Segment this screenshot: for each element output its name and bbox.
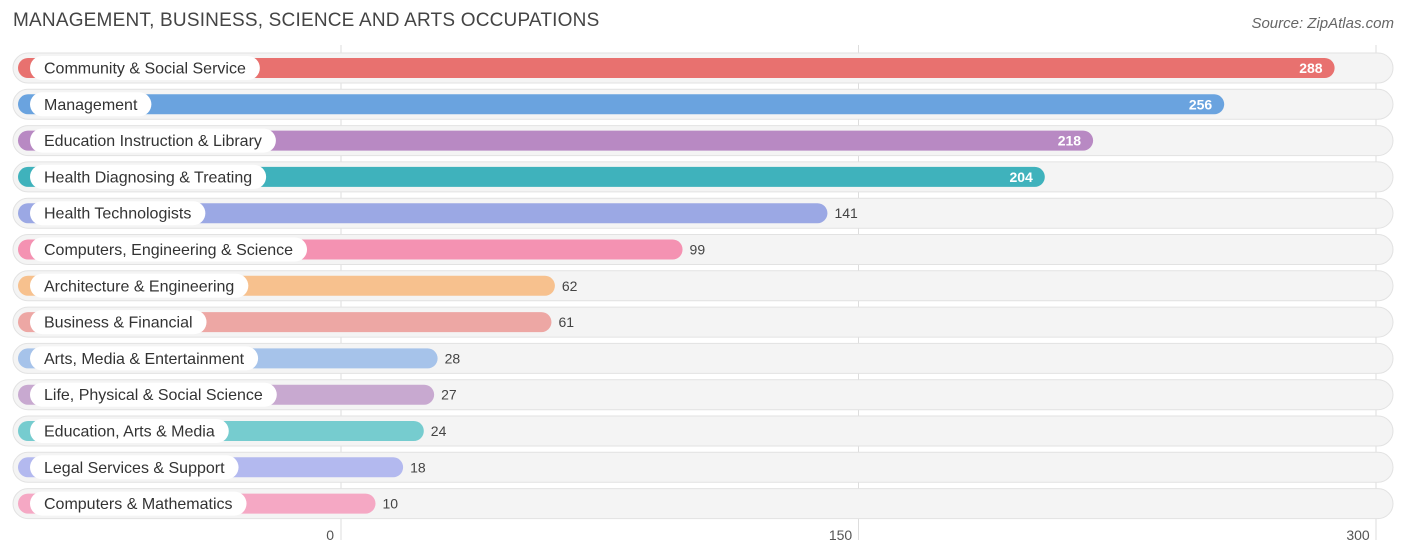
bar-label-pill bbox=[30, 382, 277, 407]
bar-label: Business & Financial bbox=[44, 315, 193, 332]
bar-value: 10 bbox=[383, 496, 399, 512]
x-tick-label: 300 bbox=[1346, 527, 1370, 543]
bar-label-pill bbox=[30, 491, 247, 516]
bar-value: 204 bbox=[1009, 169, 1033, 185]
bar-value: 18 bbox=[410, 459, 426, 475]
bar-value: 288 bbox=[1299, 60, 1323, 76]
bar-label: Computers & Mathematics bbox=[44, 496, 233, 513]
bar-label: Arts, Media & Entertainment bbox=[44, 351, 245, 368]
bar-label-pill bbox=[30, 310, 207, 335]
bar-label: Life, Physical & Social Science bbox=[44, 387, 263, 404]
bar-label: Education Instruction & Library bbox=[44, 133, 262, 150]
bar-value: 99 bbox=[690, 242, 706, 258]
bar-label-pill bbox=[30, 164, 267, 189]
bar-value: 27 bbox=[441, 387, 457, 403]
bar-label-pill bbox=[30, 201, 206, 226]
bar bbox=[18, 130, 1094, 151]
bar-value: 61 bbox=[558, 314, 574, 330]
bar-value: 141 bbox=[834, 205, 858, 221]
bar-label-pill bbox=[30, 128, 276, 153]
bar bbox=[18, 203, 828, 224]
bar-value: 256 bbox=[1189, 96, 1213, 112]
bar-value: 218 bbox=[1058, 133, 1082, 149]
bar-label-pill bbox=[30, 56, 260, 80]
bar-label-pill bbox=[30, 346, 259, 371]
chart-source: Source: ZipAtlas.com bbox=[1251, 15, 1394, 32]
bar-value: 28 bbox=[445, 350, 461, 366]
bar bbox=[18, 58, 1335, 78]
bar-label: Education, Arts & Media bbox=[44, 424, 215, 441]
bar-label-pill bbox=[30, 237, 308, 262]
x-tick-label: 150 bbox=[829, 527, 853, 543]
x-tick-label: 0 bbox=[326, 527, 334, 543]
bar-value: 62 bbox=[562, 278, 578, 294]
bar-label: Health Technologists bbox=[44, 206, 191, 223]
bar bbox=[18, 94, 1225, 115]
bar-label: Architecture & Engineering bbox=[44, 278, 234, 295]
bar-label-pill bbox=[30, 455, 239, 480]
bar-label: Health Diagnosing & Treating bbox=[44, 169, 252, 186]
bar-label-pill bbox=[30, 419, 229, 443]
bar-label-pill bbox=[30, 273, 249, 298]
bar-label: Community & Social Service bbox=[44, 61, 246, 78]
bar-value: 24 bbox=[431, 423, 447, 439]
bar-label: Computers, Engineering & Science bbox=[44, 242, 293, 259]
chart-title: MANAGEMENT, BUSINESS, SCIENCE AND ARTS O… bbox=[13, 10, 600, 31]
bar bbox=[18, 166, 1045, 187]
bar-label-pill bbox=[30, 92, 152, 117]
bar-label: Legal Services & Support bbox=[44, 460, 225, 477]
bar-label: Management bbox=[44, 97, 138, 114]
